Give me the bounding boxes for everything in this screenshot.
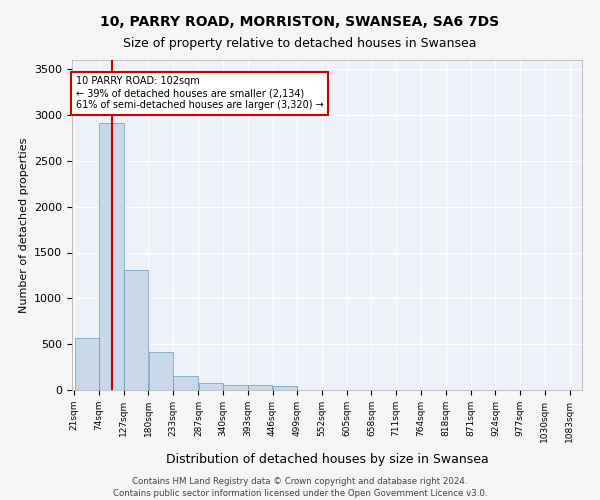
Bar (124, 270, 148, 390)
Text: 10 PARRY ROAD: 102sqm
← 39% of detached houses are smaller (2,134)
61% of semi-d: 10 PARRY ROAD: 102sqm ← 39% of detached … (76, 76, 323, 110)
Bar (74, 338, 99, 390)
Y-axis label: Number of detached properties: Number of detached properties (19, 138, 29, 312)
Bar (273, 386, 297, 390)
X-axis label: Distribution of detached houses by size in Swansea: Distribution of detached houses by size … (166, 453, 488, 466)
Bar (248, 386, 272, 390)
Text: Contains HM Land Registry data © Crown copyright and database right 2024.: Contains HM Land Registry data © Crown c… (132, 477, 468, 486)
Bar (99, 123, 124, 390)
Bar (199, 382, 223, 390)
Text: Size of property relative to detached houses in Swansea: Size of property relative to detached ho… (123, 38, 477, 51)
Text: Contains public sector information licensed under the Open Government Licence v3: Contains public sector information licen… (113, 488, 487, 498)
Bar (223, 385, 248, 390)
Text: 10, PARRY ROAD, MORRISTON, SWANSEA, SA6 7DS: 10, PARRY ROAD, MORRISTON, SWANSEA, SA6 … (100, 15, 500, 29)
Bar (149, 352, 173, 390)
Bar (173, 376, 198, 390)
